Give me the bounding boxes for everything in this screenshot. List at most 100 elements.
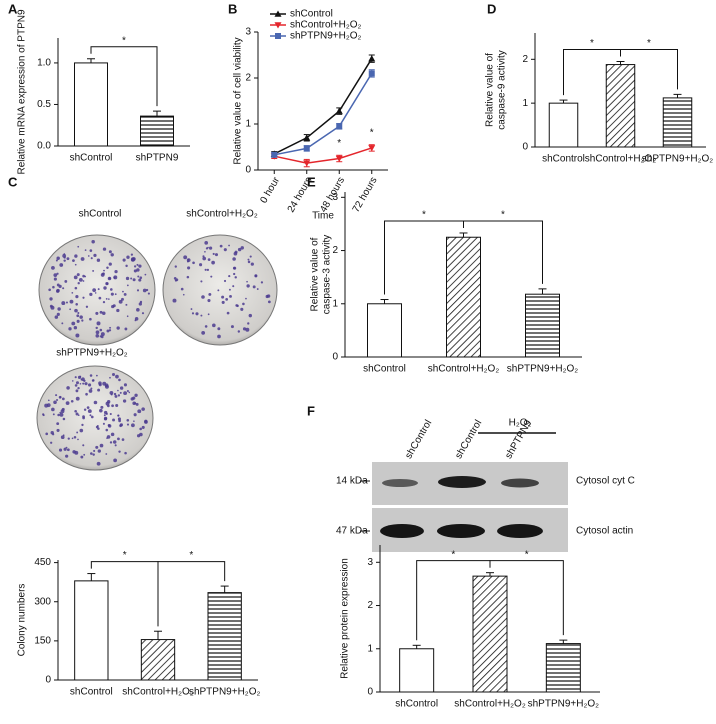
colony-dot bbox=[116, 308, 120, 313]
colony-dot bbox=[130, 423, 135, 428]
colony-dot bbox=[180, 287, 184, 291]
colony-dot bbox=[133, 269, 137, 273]
treatment-label: H₂O₂ bbox=[509, 418, 532, 429]
colony-dot bbox=[223, 279, 227, 283]
colony-dot bbox=[73, 275, 78, 280]
point bbox=[303, 134, 311, 141]
colony-dot bbox=[229, 294, 232, 298]
colony-dot bbox=[183, 255, 188, 260]
colony-dot bbox=[242, 302, 245, 306]
colony-dot bbox=[219, 244, 223, 248]
colony-dot bbox=[89, 317, 92, 321]
bar bbox=[140, 639, 176, 681]
colony-dot bbox=[126, 423, 130, 426]
y-axis-label: Relative protein expression bbox=[340, 558, 351, 679]
colony-dot bbox=[126, 284, 129, 287]
colony-dot bbox=[111, 373, 116, 377]
colony-dot bbox=[126, 255, 130, 259]
colony-dot bbox=[117, 414, 120, 417]
colony-dot bbox=[49, 297, 53, 301]
y-tick-label: 3 bbox=[245, 27, 251, 38]
colony-dot bbox=[110, 253, 114, 257]
colony-dot bbox=[130, 253, 134, 256]
colony-dot bbox=[83, 453, 86, 456]
panel-letter: E bbox=[307, 174, 316, 189]
colony-dot bbox=[118, 450, 121, 453]
colony-dot bbox=[106, 329, 110, 333]
colony-dot bbox=[117, 389, 119, 392]
colony-dot bbox=[114, 270, 118, 274]
y-tick-label: 1 bbox=[522, 98, 528, 109]
colony-dot bbox=[75, 381, 79, 385]
colony-dot bbox=[191, 312, 195, 315]
colony-dot bbox=[54, 315, 59, 319]
colony-dot bbox=[88, 383, 92, 387]
colony-dot bbox=[99, 443, 104, 448]
colony-dot bbox=[87, 255, 90, 257]
colony-dot bbox=[105, 453, 108, 455]
colony-dot bbox=[108, 250, 112, 254]
colony-dot bbox=[47, 399, 50, 402]
colony-dot bbox=[115, 403, 119, 407]
band bbox=[501, 478, 539, 488]
colony-dot bbox=[86, 406, 90, 409]
colony-dot bbox=[71, 291, 74, 294]
significance-label: * bbox=[525, 549, 529, 560]
colony-dot bbox=[133, 420, 135, 422]
colony-dot bbox=[144, 420, 148, 424]
colony-dot bbox=[60, 409, 65, 414]
colony-dot bbox=[61, 301, 66, 306]
legend-label: shPTPN9+H₂O₂ bbox=[290, 31, 362, 42]
row-label: Cytosol cyt C bbox=[576, 476, 635, 487]
legend-label: shControl+H₂O₂ bbox=[290, 20, 362, 31]
colony-dot bbox=[228, 244, 230, 247]
legend-marker bbox=[275, 33, 281, 39]
colony-dot bbox=[141, 312, 145, 315]
colony-dot bbox=[97, 288, 100, 291]
colony-dot bbox=[97, 427, 100, 430]
colony-dot bbox=[68, 327, 72, 331]
colony-dot bbox=[105, 412, 108, 415]
colony-dot bbox=[45, 432, 49, 436]
colony-dot bbox=[211, 260, 215, 265]
bar bbox=[525, 293, 560, 358]
colony-dot bbox=[204, 240, 209, 245]
colony-dot bbox=[246, 284, 250, 288]
colony-dot bbox=[252, 285, 256, 289]
colony-dot bbox=[58, 448, 63, 452]
colony-dot bbox=[44, 403, 49, 408]
colony-dot bbox=[55, 259, 58, 262]
colony-dot bbox=[81, 319, 84, 322]
y-axis-label: Colony numbers bbox=[17, 584, 28, 657]
colony-dot bbox=[228, 288, 231, 291]
band bbox=[382, 479, 418, 487]
colony-dot bbox=[110, 292, 114, 296]
colony-dot bbox=[71, 380, 74, 382]
colony-dot bbox=[245, 297, 247, 300]
colony-dot bbox=[266, 294, 271, 298]
colony-dot bbox=[82, 416, 85, 420]
point bbox=[335, 107, 343, 114]
colony-dot bbox=[111, 404, 114, 408]
panel-letter: F bbox=[307, 403, 315, 418]
legend-label: shControl bbox=[290, 9, 333, 20]
colony-dot bbox=[73, 435, 77, 439]
significance-label: * bbox=[590, 38, 594, 49]
colony-dot bbox=[89, 249, 93, 252]
colony-dot bbox=[126, 418, 130, 422]
colony-dot bbox=[186, 275, 190, 279]
colony-dot bbox=[74, 263, 77, 266]
colony-dot bbox=[133, 265, 137, 268]
colony-dot bbox=[113, 276, 116, 279]
band bbox=[437, 524, 485, 538]
plate-label: shControl bbox=[79, 209, 122, 220]
colony-dot bbox=[99, 335, 102, 338]
colony-dot bbox=[139, 427, 142, 431]
y-tick-label: 1.0 bbox=[37, 58, 51, 69]
colony-dot bbox=[118, 419, 121, 423]
x-tick-label: shPTPN9+H₂O₂ bbox=[189, 687, 261, 698]
colony-dot bbox=[113, 458, 117, 463]
plate bbox=[36, 365, 154, 471]
colony-dot bbox=[102, 422, 105, 425]
colony-dot bbox=[137, 409, 142, 414]
